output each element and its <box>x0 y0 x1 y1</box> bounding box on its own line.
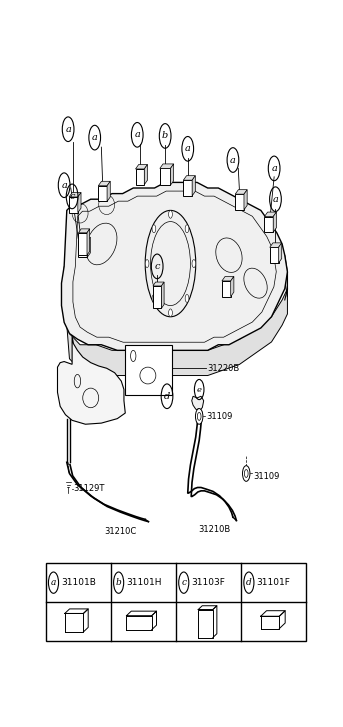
Text: d: d <box>246 578 252 587</box>
Bar <box>135 169 144 185</box>
Polygon shape <box>78 237 90 242</box>
Polygon shape <box>69 193 81 197</box>
Text: 31101B: 31101B <box>61 578 96 587</box>
Circle shape <box>152 225 156 233</box>
Polygon shape <box>273 212 276 232</box>
Bar <box>125 345 172 395</box>
Text: 31101F: 31101F <box>256 578 290 587</box>
Bar <box>153 286 162 308</box>
Text: c: c <box>154 262 160 271</box>
Polygon shape <box>79 229 90 233</box>
Bar <box>69 197 78 212</box>
Polygon shape <box>107 181 110 201</box>
Text: a: a <box>134 130 140 140</box>
Circle shape <box>152 294 156 302</box>
Polygon shape <box>98 181 110 186</box>
Text: a: a <box>51 578 56 587</box>
Text: a: a <box>273 195 279 204</box>
Circle shape <box>169 309 172 317</box>
Circle shape <box>185 294 189 302</box>
Text: 31109: 31109 <box>206 412 232 421</box>
Bar <box>79 233 87 255</box>
Text: d: d <box>164 392 170 401</box>
Bar <box>98 186 107 201</box>
Bar <box>222 281 231 297</box>
Bar <box>160 169 170 185</box>
Polygon shape <box>235 190 247 194</box>
Circle shape <box>243 466 250 481</box>
Bar <box>184 180 192 196</box>
Polygon shape <box>270 243 282 247</box>
Text: e: e <box>197 385 202 393</box>
Polygon shape <box>61 182 287 350</box>
Polygon shape <box>192 396 204 411</box>
Polygon shape <box>64 266 287 376</box>
Polygon shape <box>162 282 164 308</box>
Polygon shape <box>160 164 174 169</box>
Text: 31109: 31109 <box>253 472 279 481</box>
Polygon shape <box>144 164 147 185</box>
Text: c: c <box>69 192 75 201</box>
Polygon shape <box>244 190 247 210</box>
Polygon shape <box>135 164 147 169</box>
Polygon shape <box>222 276 234 281</box>
Bar <box>264 217 273 232</box>
Text: a: a <box>185 145 191 153</box>
Circle shape <box>145 260 149 268</box>
Text: c: c <box>181 578 186 587</box>
Polygon shape <box>184 176 195 180</box>
Text: a: a <box>65 125 71 134</box>
Bar <box>78 242 87 257</box>
Polygon shape <box>87 229 90 255</box>
Bar <box>235 194 244 210</box>
Text: 31210C: 31210C <box>104 526 136 536</box>
Circle shape <box>192 260 196 268</box>
Polygon shape <box>78 193 81 212</box>
Polygon shape <box>170 164 174 185</box>
Bar <box>270 247 279 263</box>
Circle shape <box>169 210 172 218</box>
Text: a: a <box>230 156 236 164</box>
Polygon shape <box>279 243 282 263</box>
Polygon shape <box>87 237 90 257</box>
Polygon shape <box>231 276 234 297</box>
Polygon shape <box>264 212 276 217</box>
Polygon shape <box>153 282 164 286</box>
Text: a: a <box>271 164 277 173</box>
Text: 31210B: 31210B <box>198 525 230 534</box>
Text: 31129T: 31129T <box>73 484 105 493</box>
Polygon shape <box>192 176 195 196</box>
Text: 31103F: 31103F <box>191 578 225 587</box>
Text: b: b <box>162 132 168 140</box>
Text: a: a <box>61 181 67 190</box>
Text: 31101H: 31101H <box>126 578 162 587</box>
Polygon shape <box>285 255 287 297</box>
Circle shape <box>196 409 203 425</box>
Text: 31220B: 31220B <box>208 364 240 373</box>
Polygon shape <box>58 337 125 425</box>
Circle shape <box>185 225 189 233</box>
Text: a: a <box>92 133 98 142</box>
Bar <box>46 563 306 641</box>
Text: b: b <box>116 578 121 587</box>
